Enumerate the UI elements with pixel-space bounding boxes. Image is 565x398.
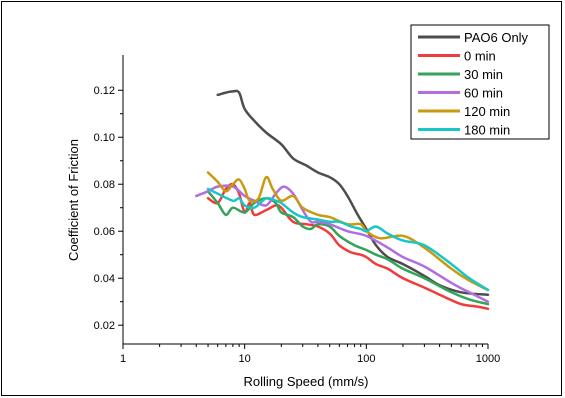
series-line-pao6-only <box>216 89 490 296</box>
x-tick-label: 1 <box>120 353 126 365</box>
legend-label-60-min: 60 min <box>464 86 503 101</box>
y-tick-label: 0.10 <box>94 132 115 144</box>
y-axis-title: Coefficient of Friction <box>66 139 81 261</box>
legend-label-pao6-only: PAO6 Only <box>464 30 529 45</box>
series-line-180-min <box>206 187 490 292</box>
axes <box>122 55 488 345</box>
y-tick-label: 0.04 <box>94 273 115 285</box>
legend-label-30-min: 30 min <box>464 67 503 82</box>
series-line-120-min <box>206 171 490 292</box>
series-line-60-min <box>195 184 490 303</box>
legend: PAO6 Only 0 min 30 min 60 min 120 min 180 min <box>410 24 550 140</box>
y-tick-label: 0.08 <box>94 179 115 191</box>
ticks: 0.02 0.04 0.06 0.08 0.10 0.12 1 10 100 1000 <box>94 85 501 365</box>
legend-box <box>410 24 550 140</box>
legend-label-120-min: 120 min <box>464 104 510 119</box>
y-tick-label: 0.06 <box>94 226 115 238</box>
legend-label-180-min: 180 min <box>464 123 510 138</box>
x-tick-label: 1000 <box>476 353 500 365</box>
legend-label-0-min: 0 min <box>464 49 496 64</box>
x-axis-title: Rolling Speed (mm/s) <box>244 374 369 389</box>
series-layer <box>195 89 490 311</box>
y-tick-label: 0.12 <box>94 85 115 97</box>
x-tick-label: 100 <box>357 353 375 365</box>
x-tick-label: 10 <box>239 353 251 365</box>
series-line-30-min <box>206 190 490 306</box>
y-tick-label: 0.02 <box>94 320 115 332</box>
